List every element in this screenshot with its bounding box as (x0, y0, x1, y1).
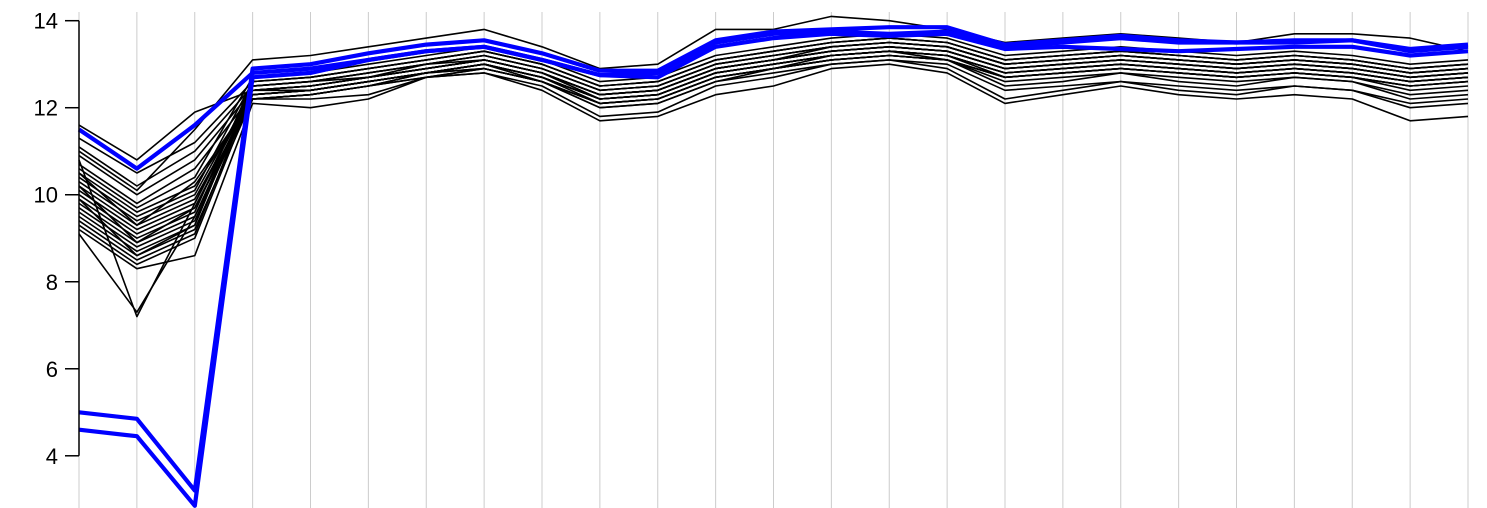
series-line-black-20 (78, 63, 1469, 270)
series-line-black-13 (78, 37, 1469, 239)
series-line-black-24 (78, 59, 1469, 226)
y-tick-label-12: 12 (34, 96, 58, 121)
y-tick-label-14: 14 (34, 9, 58, 34)
series-line-black-26 (78, 50, 1469, 257)
series-lines (77, 15, 1469, 508)
y-tick-label-6: 6 (46, 357, 58, 382)
y-axis: 4 6 8 10 12 14 (34, 9, 80, 469)
series-line-black-21 (78, 59, 1469, 313)
y-tick-label-10: 10 (34, 183, 58, 208)
y-tick-label-4: 4 (46, 444, 58, 469)
y-tick-label-8: 8 (46, 270, 58, 295)
series-line-black-25 (78, 54, 1469, 244)
series-line-blue-2 (78, 25, 1469, 493)
series-line-blue-3 (78, 31, 1469, 508)
series-line-black-18 (78, 46, 1469, 261)
